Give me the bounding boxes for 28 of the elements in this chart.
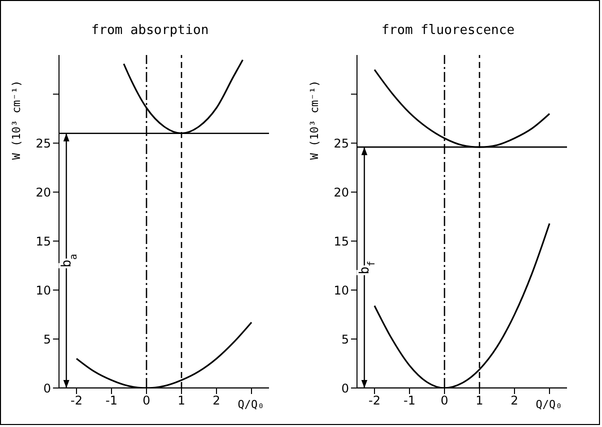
y-tick-label: 10 (36, 283, 51, 298)
x-tick-label: -2 (70, 394, 82, 408)
y-tick-label: 0 (43, 381, 51, 396)
x-tick-label: 1 (178, 394, 186, 408)
x-tick-label: 2 (510, 394, 518, 408)
x-tick-label: -1 (404, 394, 416, 408)
x-axis-title: Q/Q₀ (236, 398, 266, 411)
y-tick-label: 10 (334, 283, 349, 298)
x-tick-label: 0 (142, 394, 150, 408)
y-tick-label: 5 (341, 332, 349, 346)
y-tick-label: 25 (334, 136, 349, 150)
y-tick-label: 5 (43, 332, 51, 346)
x-tick-label: 0 (440, 394, 448, 408)
y-axis-title: W (10³ cm⁻¹) (308, 80, 321, 160)
chart-title: from absorption (90, 23, 210, 38)
y-axis-title: W (10³ cm⁻¹) (10, 80, 23, 160)
y-tick-label: 25 (36, 136, 51, 150)
x-tick-label: 2 (212, 394, 220, 408)
chart-title: from fluorescence (380, 23, 516, 38)
x-tick-label: -2 (368, 394, 380, 408)
x-tick-label: -1 (106, 394, 118, 408)
x-tick-label: 1 (476, 394, 484, 408)
y-tick-label: 0 (341, 381, 349, 396)
x-axis-title: Q/Q₀ (534, 398, 564, 411)
y-tick-label: 15 (334, 234, 349, 248)
y-tick-label: 20 (36, 185, 51, 200)
y-tick-label: 15 (36, 234, 51, 248)
y-tick-label: 20 (334, 185, 349, 200)
